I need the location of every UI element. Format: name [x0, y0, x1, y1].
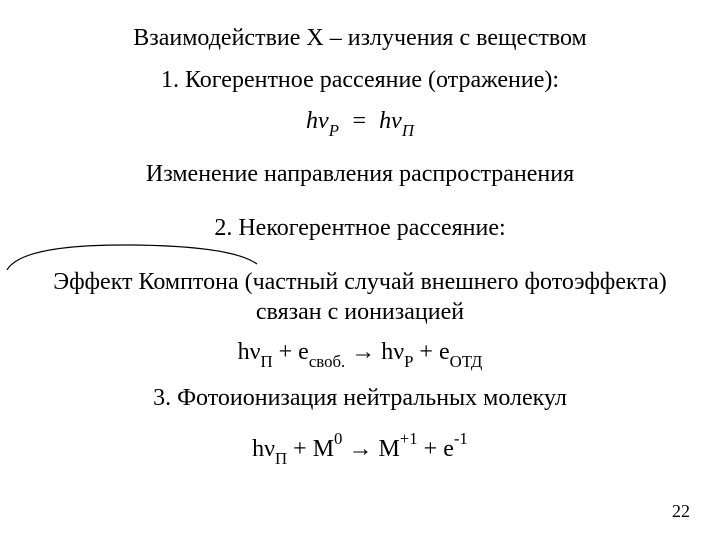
- equation-1: hνР = hνП: [0, 108, 720, 139]
- eq1-nu-left: ν: [318, 108, 329, 134]
- compton-line2: связан с ионизацией: [0, 298, 720, 327]
- eq3-plus1: +: [287, 436, 313, 462]
- compton-line1: Эффект Комптона (частный случай внешнего…: [0, 268, 720, 297]
- eq2-sub1: П: [260, 352, 272, 371]
- eq3-h: h: [252, 436, 264, 462]
- eq1-h-right: h: [379, 108, 391, 134]
- compton-line2-text: связан с ионизацией: [256, 299, 464, 325]
- eq2-sub-e1: своб.: [309, 352, 345, 371]
- section1-heading-text: 1. Когерентное рассеяние (отражение):: [161, 67, 559, 93]
- eq3-M1: М: [313, 436, 334, 462]
- eq2-plus2: +: [413, 339, 439, 365]
- eq2-h2: h: [381, 339, 393, 365]
- eq3-M2: М: [378, 436, 399, 462]
- eq2-nu2: ν: [393, 339, 404, 365]
- eq2-e1: е: [298, 339, 309, 365]
- eq3-sub-nu: П: [275, 449, 287, 468]
- eq2-sub2: Р: [404, 352, 413, 371]
- eq2-e2: е: [439, 339, 450, 365]
- eq3-sup-M2: +1: [400, 429, 418, 448]
- eq3-sup-M1: 0: [334, 429, 342, 448]
- equation-3: hνП + М0 → М+1 + е-1: [0, 432, 720, 467]
- eq1-nu-right: ν: [391, 108, 402, 134]
- section1-note-text: Изменение направления распространения: [146, 161, 574, 187]
- eq2-sub-e2: ОТД: [450, 352, 483, 371]
- section1-heading: 1. Когерентное рассеяние (отражение):: [0, 66, 720, 95]
- eq1-equals: =: [351, 108, 367, 134]
- eq2-nu1: ν: [250, 339, 261, 365]
- section3-heading: 3. Фотоионизация нейтральных молекул: [0, 384, 720, 413]
- section1-note: Изменение направления распространения: [0, 160, 720, 189]
- eq2-arrow: →: [345, 339, 381, 365]
- eq3-nu: ν: [264, 436, 275, 462]
- title-text: Взаимодействие Х – излучения с веществом: [133, 25, 587, 51]
- equation-2: hνП + есвоб. → hνР + еОТД: [0, 338, 720, 370]
- eq3-arrow: →: [342, 436, 378, 462]
- compton-line1-text: Эффект Комптона (частный случай внешнего…: [53, 269, 667, 295]
- eq3-sup-e: -1: [454, 429, 468, 448]
- page-number: 22: [672, 501, 690, 522]
- eq2-plus1: +: [273, 339, 299, 365]
- eq1-h-left: h: [306, 108, 318, 134]
- section3-heading-text: 3. Фотоионизация нейтральных молекул: [153, 385, 567, 411]
- curve-path: [7, 245, 257, 270]
- eq3-e: е: [443, 436, 454, 462]
- eq1-sub-left: Р: [329, 121, 339, 140]
- slide: Взаимодействие Х – излучения с веществом…: [0, 0, 720, 540]
- eq2-h1: h: [238, 339, 250, 365]
- eq1-sub-right: П: [402, 121, 414, 140]
- section2-heading-text: 2. Некогерентное рассеяние:: [214, 215, 505, 241]
- title: Взаимодействие Х – излучения с веществом: [0, 24, 720, 53]
- section2-heading: 2. Некогерентное рассеяние:: [0, 214, 720, 243]
- eq3-plus2: +: [418, 436, 444, 462]
